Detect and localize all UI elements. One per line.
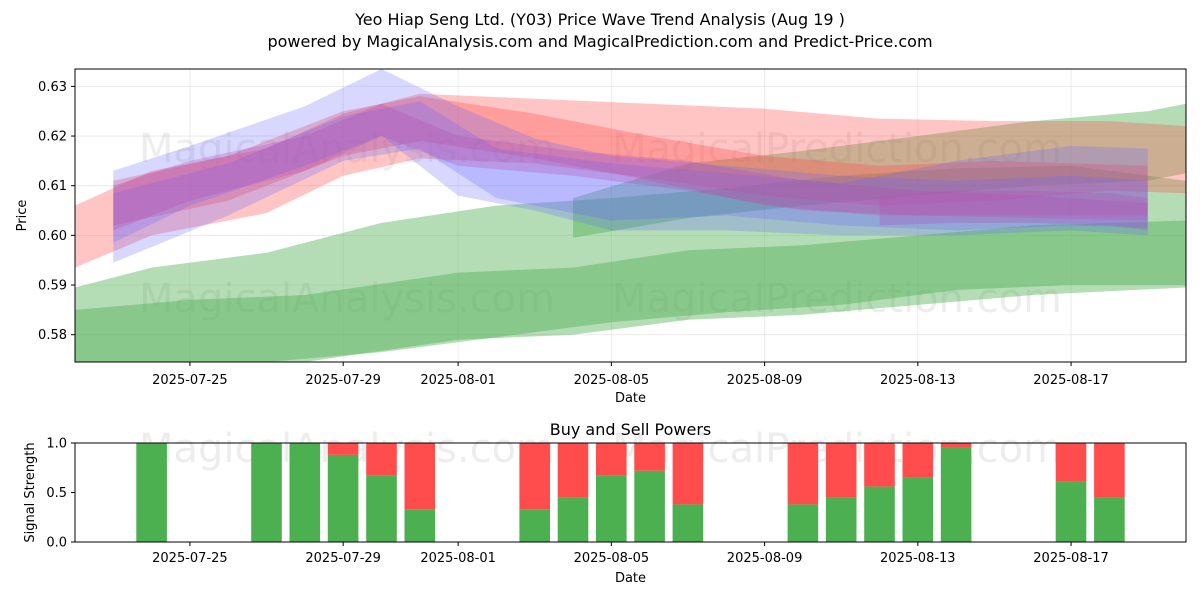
buy-power-bar bbox=[289, 443, 321, 542]
price-band-green-1 bbox=[75, 165, 1186, 362]
watermark-3: MagicalAnalysis.com bbox=[139, 276, 555, 322]
sell-power-bar bbox=[864, 443, 895, 487]
chart-subtitle: powered by MagicalAnalysis.com and Magic… bbox=[267, 32, 933, 51]
buy-power-bar bbox=[327, 454, 359, 542]
signal-x-axis-label: Date bbox=[615, 571, 646, 586]
buy-power-bar bbox=[557, 497, 589, 542]
signal-x-tick-label: 2025-07-29 bbox=[305, 551, 381, 566]
price-x-tick-label: 2025-08-09 bbox=[727, 373, 803, 388]
price-plot-frame bbox=[74, 68, 1187, 363]
price-x-tick-label: 2025-07-29 bbox=[305, 373, 381, 388]
price-band-green-3 bbox=[573, 103, 1186, 238]
signal-x-tick-label: 2025-08-05 bbox=[574, 551, 650, 566]
price-y-tick-label: 0.60 bbox=[38, 229, 67, 244]
price-y-tick-label: 0.63 bbox=[38, 80, 67, 95]
price-band-red-4 bbox=[75, 93, 1186, 268]
buy-power-bar bbox=[366, 475, 397, 542]
price-band-blue-7 bbox=[113, 101, 1148, 263]
watermark-4: MagicalPrediction.com bbox=[612, 276, 1062, 322]
sell-power-bar bbox=[1055, 443, 1087, 482]
price-bands bbox=[75, 69, 1186, 362]
price-y-tick-label: 0.61 bbox=[38, 179, 67, 194]
buy-power-bar bbox=[672, 504, 704, 542]
buy-power-bar bbox=[787, 504, 819, 542]
sell-power-bar bbox=[672, 443, 704, 505]
price-x-tick-label: 2025-08-13 bbox=[880, 373, 956, 388]
chart-title: Yeo Hiap Seng Ltd. (Y03) Price Wave Tren… bbox=[355, 10, 845, 29]
buy-power-bar bbox=[596, 475, 627, 542]
sell-power-bar bbox=[634, 443, 665, 471]
sell-power-bar bbox=[596, 443, 627, 476]
sell-power-bar bbox=[557, 443, 589, 498]
price-x-tick-label: 2025-08-01 bbox=[420, 373, 496, 388]
sell-power-bar bbox=[404, 443, 436, 510]
sell-power-bar bbox=[902, 443, 934, 478]
price-x-tick-label: 2025-08-05 bbox=[574, 373, 650, 388]
buy-power-bar bbox=[1055, 481, 1087, 542]
buy-power-bar bbox=[136, 443, 167, 542]
price-x-tick-label: 2025-08-17 bbox=[1033, 373, 1109, 388]
price-y-axis-label: Price bbox=[15, 200, 30, 232]
signal-y-axis-label: Signal Strength bbox=[23, 442, 38, 542]
signal-chart-title: Buy and Sell Powers bbox=[550, 420, 712, 439]
sell-power-bar bbox=[519, 443, 550, 510]
buy-power-bar bbox=[519, 509, 550, 542]
sell-power-bar bbox=[1094, 443, 1125, 498]
sell-power-bar bbox=[327, 443, 359, 455]
price-band-purple-9 bbox=[879, 190, 1148, 231]
signal-x-tick-label: 2025-08-01 bbox=[420, 551, 496, 566]
signal-y-tick-label: 0.0 bbox=[46, 536, 67, 551]
buy-power-bar bbox=[404, 509, 436, 542]
watermark-2: MagicalPrediction.com bbox=[612, 126, 1062, 172]
price-y-tick-label: 0.58 bbox=[38, 328, 67, 343]
buy-power-bar bbox=[825, 497, 857, 542]
signal-y-tick-label: 0.5 bbox=[46, 486, 67, 501]
price-plot: 2025-07-25 2025-07-29 2025-08-01 2025-08-05… bbox=[15, 68, 1187, 406]
price-y-tick-label: 0.62 bbox=[38, 130, 67, 145]
signal-x-tick-label: 2025-08-17 bbox=[1033, 551, 1109, 566]
watermark-layer: MagicalAnalysis.com MagicalPrediction.co… bbox=[139, 126, 1062, 472]
buy-power-bar bbox=[251, 443, 282, 542]
price-band-red-5 bbox=[113, 96, 1148, 226]
buy-power-bar bbox=[634, 470, 665, 542]
signal-plot: Buy and Sell Powers 2025-07-25 2025-07-29 2… bbox=[23, 420, 1187, 586]
price-x-tick-label: 2025-07-25 bbox=[152, 373, 228, 388]
buy-power-bar bbox=[940, 447, 972, 542]
price-y-tick-label: 0.59 bbox=[38, 279, 67, 294]
price-band-blue-6 bbox=[113, 69, 1148, 243]
signal-x-tick-label: 2025-07-25 bbox=[152, 551, 228, 566]
signal-x-tick-label: 2025-08-13 bbox=[880, 551, 956, 566]
buy-power-bar bbox=[864, 486, 895, 542]
signal-y-tick-label: 1.0 bbox=[46, 437, 67, 452]
price-band-green-2 bbox=[75, 220, 1186, 362]
price-x-axis-label: Date bbox=[615, 391, 646, 406]
sell-power-bar bbox=[940, 443, 972, 448]
buy-power-bar bbox=[902, 477, 934, 542]
price-band-purple-8 bbox=[113, 103, 1148, 231]
watermark-1: MagicalAnalysis.com bbox=[139, 126, 555, 172]
buy-power-bar bbox=[1094, 497, 1125, 542]
signal-x-tick-label: 2025-08-09 bbox=[727, 551, 803, 566]
sell-power-bar bbox=[366, 443, 397, 476]
sell-power-bar bbox=[787, 443, 819, 505]
sell-power-bar bbox=[825, 443, 857, 498]
